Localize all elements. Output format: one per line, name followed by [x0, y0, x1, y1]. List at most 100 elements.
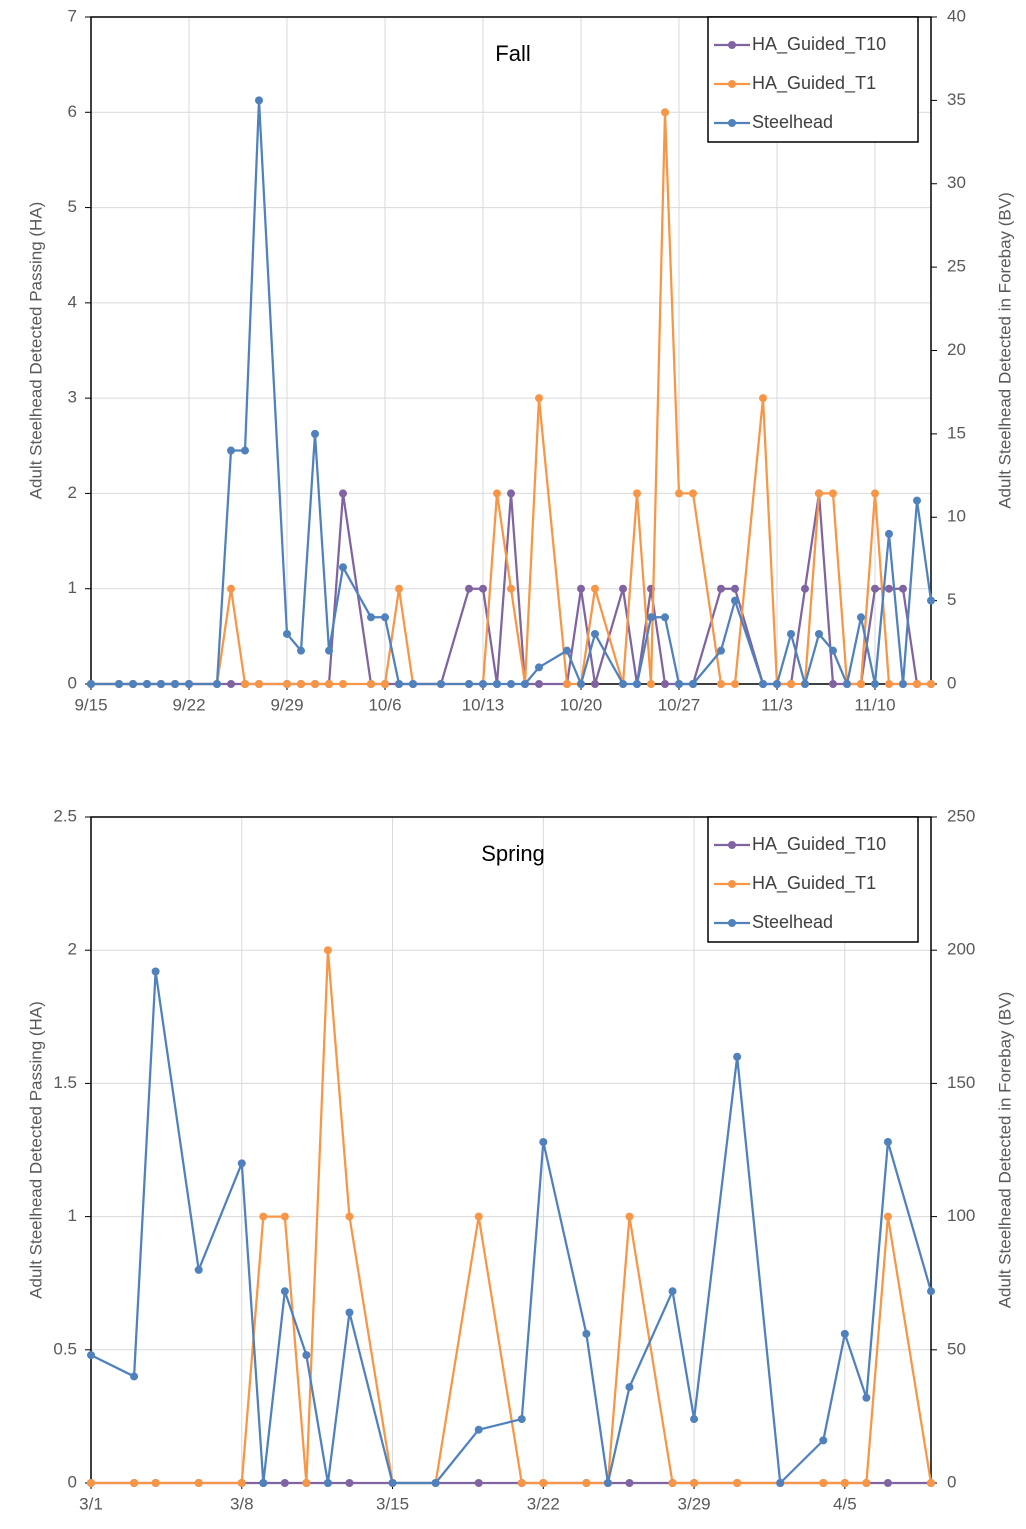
- data-point: [474, 1212, 483, 1221]
- data-point: [647, 680, 655, 688]
- data-point: [493, 680, 501, 688]
- data-point: [535, 663, 543, 672]
- data-point: [297, 680, 305, 688]
- legend-marker: [728, 841, 736, 849]
- data-point: [479, 584, 487, 593]
- data-point: [563, 680, 571, 688]
- data-point: [689, 680, 697, 688]
- data-point: [283, 629, 291, 638]
- y2-tick-label: 5: [947, 590, 956, 609]
- legend-label: Steelhead: [752, 912, 833, 932]
- data-point: [563, 646, 571, 655]
- legend-label: HA_Guided_T10: [752, 834, 886, 855]
- data-point: [871, 680, 879, 688]
- data-point: [633, 680, 641, 688]
- y-tick-label: 1: [68, 1206, 77, 1225]
- series-line: [91, 99, 933, 686]
- data-point: [883, 1479, 892, 1487]
- data-point: [151, 967, 160, 976]
- data-point: [311, 680, 319, 688]
- x-tick-label: 3/22: [527, 1494, 560, 1513]
- data-point: [668, 1287, 677, 1296]
- data-point: [325, 680, 333, 688]
- legend-box: [707, 16, 919, 143]
- y-tick-label: 0.5: [53, 1339, 77, 1358]
- x-tick-label: 11/10: [854, 695, 895, 714]
- legend-label: Steelhead: [752, 112, 833, 132]
- data-point: [535, 680, 543, 688]
- y2-tick-label: 0: [947, 1472, 956, 1491]
- data-point: [690, 1479, 699, 1487]
- data-point: [280, 1287, 289, 1296]
- data-point: [395, 680, 403, 688]
- x-tick-label: 10/13: [462, 695, 505, 714]
- data-point: [345, 1212, 354, 1221]
- data-point: [927, 680, 935, 688]
- data-point: [283, 680, 291, 688]
- y2-axis-label: Adult Steelhead Detected in Forebay (BV): [995, 992, 1014, 1309]
- y2-tick-label: 150: [947, 1073, 975, 1092]
- data-point: [171, 680, 179, 688]
- data-point: [367, 680, 375, 688]
- y2-tick-label: 35: [947, 90, 966, 109]
- data-point: [151, 1479, 160, 1487]
- data-point: [603, 1479, 612, 1487]
- data-point: [815, 489, 823, 498]
- y-tick-label: 5: [68, 197, 77, 216]
- data-point: [237, 1159, 246, 1168]
- data-point: [787, 680, 795, 688]
- data-point: [577, 680, 585, 688]
- y-tick-label: 0: [68, 673, 77, 692]
- data-point: [311, 429, 319, 438]
- data-point: [87, 680, 95, 688]
- data-point: [87, 1479, 95, 1487]
- data-point: [819, 1479, 828, 1487]
- data-point: [517, 1479, 526, 1487]
- data-point: [323, 1479, 332, 1487]
- y2-tick-label: 250: [947, 806, 975, 825]
- data-point: [829, 646, 837, 655]
- x-tick-label: 9/29: [270, 695, 303, 714]
- series-line: [90, 970, 933, 1485]
- data-point: [773, 680, 781, 688]
- data-point: [899, 680, 907, 688]
- data-point: [465, 584, 473, 593]
- y-tick-label: 3: [68, 388, 77, 407]
- data-point: [280, 1212, 289, 1221]
- data-point: [776, 1479, 785, 1487]
- y-tick-label: 1.5: [53, 1073, 77, 1092]
- data-point: [619, 680, 627, 688]
- data-point: [302, 1479, 311, 1487]
- data-point: [675, 489, 683, 498]
- data-point: [345, 1479, 354, 1487]
- data-point: [143, 680, 151, 688]
- data-point: [539, 1479, 548, 1487]
- data-point: [759, 680, 767, 688]
- data-point: [819, 1436, 828, 1445]
- data-point: [255, 680, 263, 688]
- data-point: [339, 563, 347, 572]
- data-point: [280, 1479, 289, 1487]
- y-tick-label: 2: [68, 483, 77, 502]
- data-point: [325, 646, 333, 655]
- data-point: [717, 584, 725, 593]
- legend-marker: [728, 41, 736, 49]
- data-point: [862, 1479, 871, 1487]
- data-point: [367, 613, 375, 622]
- data-point: [733, 1479, 742, 1487]
- data-point: [913, 496, 921, 505]
- data-point: [927, 1287, 935, 1296]
- data-point: [857, 613, 865, 622]
- data-point: [927, 596, 935, 605]
- data-point: [883, 1212, 892, 1221]
- data-point: [213, 680, 221, 688]
- data-point: [493, 489, 501, 498]
- data-point: [625, 1383, 634, 1392]
- data-point: [535, 394, 543, 403]
- data-point: [577, 584, 585, 593]
- data-point: [731, 680, 739, 688]
- data-point: [157, 680, 165, 688]
- y-tick-label: 0: [68, 1472, 77, 1491]
- data-point: [829, 489, 837, 498]
- chart-panel: 0 1 2 3 4 5 6 7 9/15 9/22 9/29 10/6 10/13 10/20 10/27 1…: [26, 6, 1014, 714]
